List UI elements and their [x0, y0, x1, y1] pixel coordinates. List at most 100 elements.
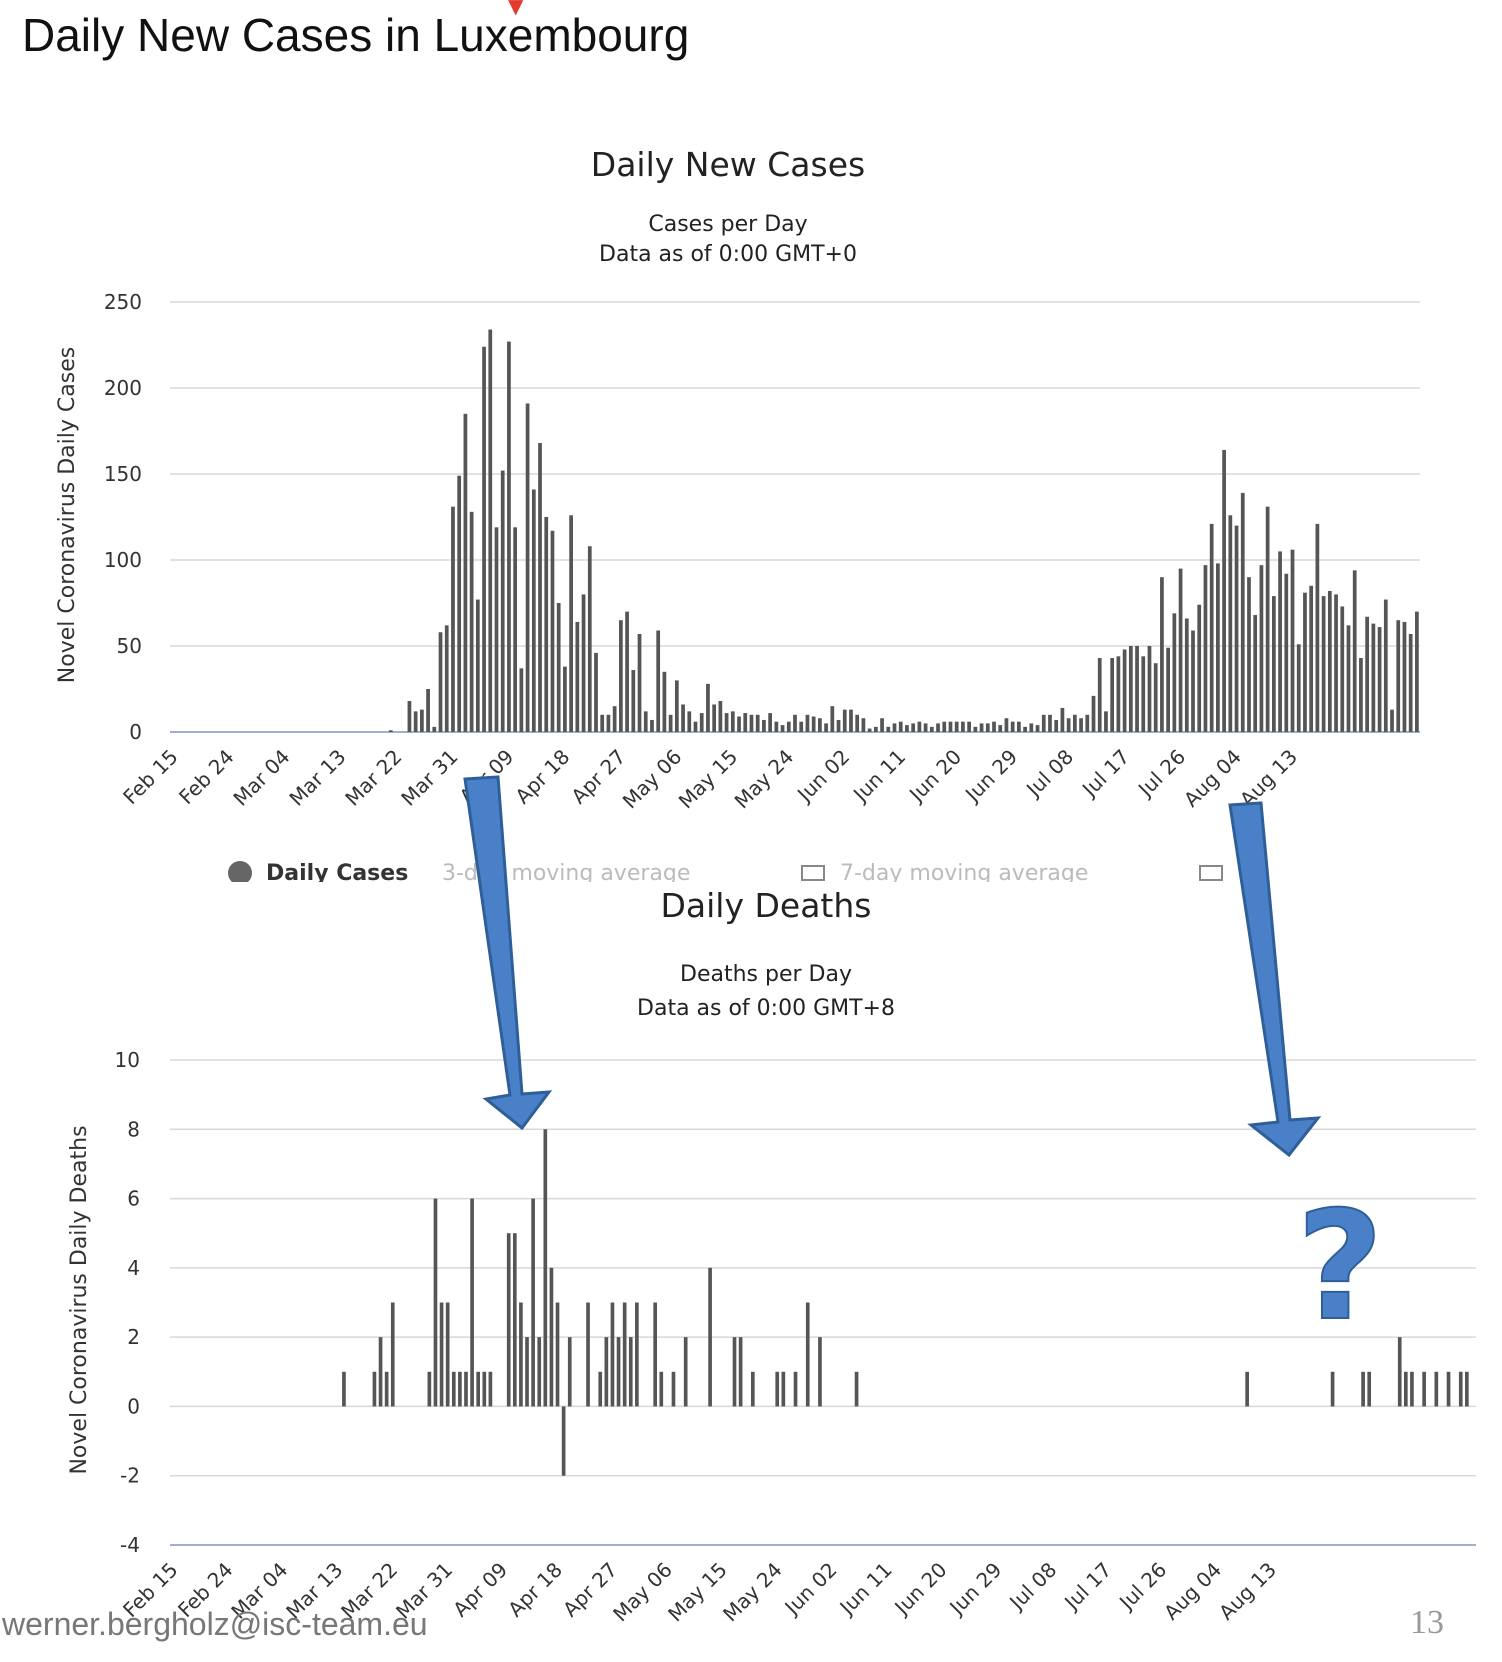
- bar[interactable]: [718, 701, 723, 732]
- bar[interactable]: [610, 1302, 615, 1407]
- bar[interactable]: [811, 716, 816, 732]
- bar[interactable]: [388, 730, 393, 732]
- bar[interactable]: [643, 711, 648, 732]
- bar[interactable]: [1041, 714, 1046, 732]
- bar[interactable]: [818, 718, 822, 732]
- bar[interactable]: [1271, 596, 1276, 732]
- bar[interactable]: [1035, 725, 1040, 732]
- bar[interactable]: [1172, 613, 1177, 732]
- bar[interactable]: [855, 714, 860, 732]
- bar[interactable]: [457, 475, 462, 732]
- bar[interactable]: [1004, 718, 1009, 732]
- bar[interactable]: [1259, 565, 1264, 732]
- bar[interactable]: [531, 1198, 535, 1407]
- bar[interactable]: [513, 527, 518, 732]
- bar[interactable]: [512, 1233, 517, 1407]
- bar[interactable]: [780, 725, 785, 732]
- bar[interactable]: [743, 713, 748, 732]
- bar[interactable]: [598, 1371, 603, 1407]
- bar[interactable]: [671, 1371, 676, 1407]
- bar[interactable]: [1365, 616, 1370, 732]
- bar[interactable]: [1434, 1371, 1439, 1407]
- bar[interactable]: [1253, 615, 1258, 732]
- bar[interactable]: [738, 1337, 743, 1407]
- bar[interactable]: [476, 1371, 481, 1407]
- bar[interactable]: [1128, 646, 1133, 732]
- bar[interactable]: [604, 1337, 609, 1407]
- bar[interactable]: [550, 530, 555, 732]
- bar[interactable]: [973, 726, 978, 732]
- bar[interactable]: [861, 718, 866, 732]
- bar[interactable]: [628, 1337, 633, 1407]
- bar[interactable]: [600, 714, 605, 732]
- bar[interactable]: [842, 709, 847, 732]
- bar[interactable]: [1330, 1371, 1335, 1407]
- bar[interactable]: [563, 666, 567, 732]
- bar[interactable]: [1284, 573, 1289, 732]
- bar[interactable]: [407, 701, 412, 732]
- bar[interactable]: [561, 1406, 566, 1476]
- bar[interactable]: [606, 714, 611, 732]
- bar[interactable]: [681, 704, 685, 732]
- bar[interactable]: [482, 346, 486, 732]
- bar[interactable]: [519, 668, 524, 732]
- bar[interactable]: [683, 1337, 688, 1407]
- legend-label-7day[interactable]: 7-day moving average: [840, 861, 1088, 886]
- bar[interactable]: [656, 630, 661, 732]
- bar[interactable]: [1079, 718, 1083, 732]
- bar[interactable]: [1240, 492, 1245, 732]
- bar[interactable]: [378, 1337, 383, 1407]
- bar[interactable]: [1290, 549, 1295, 732]
- bar[interactable]: [1315, 523, 1320, 732]
- bar[interactable]: [1334, 594, 1338, 732]
- bar[interactable]: [712, 704, 717, 732]
- bar[interactable]: [768, 713, 772, 732]
- bar[interactable]: [433, 1198, 438, 1407]
- bar[interactable]: [724, 713, 729, 732]
- bar[interactable]: [1359, 658, 1363, 732]
- bar[interactable]: [948, 721, 953, 732]
- bar[interactable]: [805, 1302, 810, 1407]
- bar[interactable]: [653, 1302, 658, 1407]
- bar[interactable]: [1066, 718, 1071, 732]
- bar[interactable]: [1017, 721, 1021, 732]
- bar[interactable]: [1340, 606, 1345, 732]
- bar[interactable]: [1265, 506, 1270, 732]
- bar[interactable]: [1303, 592, 1307, 732]
- bar[interactable]: [854, 1371, 859, 1407]
- bar[interactable]: [469, 511, 474, 732]
- bar[interactable]: [1397, 1337, 1402, 1407]
- bar[interactable]: [992, 721, 996, 732]
- bar[interactable]: [979, 723, 984, 732]
- bar[interactable]: [1422, 1371, 1426, 1407]
- bar[interactable]: [464, 1371, 468, 1407]
- bar[interactable]: [458, 1371, 462, 1407]
- bar[interactable]: [1023, 726, 1027, 732]
- bar[interactable]: [525, 1337, 529, 1407]
- bar[interactable]: [1346, 625, 1351, 732]
- bar[interactable]: [1390, 709, 1394, 732]
- bar[interactable]: [1222, 449, 1226, 732]
- bar[interactable]: [488, 329, 493, 732]
- bar[interactable]: [463, 413, 468, 732]
- bar[interactable]: [687, 711, 692, 732]
- bar[interactable]: [1060, 707, 1065, 732]
- bar[interactable]: [451, 1371, 456, 1407]
- bar[interactable]: [555, 1302, 560, 1407]
- bar[interactable]: [849, 709, 853, 732]
- bar[interactable]: [1216, 563, 1220, 732]
- bar[interactable]: [699, 713, 704, 732]
- bar[interactable]: [1446, 1371, 1451, 1407]
- bar[interactable]: [1116, 656, 1121, 732]
- bar[interactable]: [575, 621, 580, 732]
- bar[interactable]: [1458, 1371, 1463, 1407]
- bar[interactable]: [342, 1371, 346, 1407]
- bar[interactable]: [1054, 719, 1059, 732]
- bar[interactable]: [750, 1371, 755, 1407]
- bar[interactable]: [543, 1129, 548, 1407]
- bar[interactable]: [805, 714, 810, 732]
- bar[interactable]: [616, 1337, 621, 1407]
- bar[interactable]: [507, 341, 511, 732]
- bar[interactable]: [1396, 620, 1401, 732]
- bar[interactable]: [482, 1371, 487, 1407]
